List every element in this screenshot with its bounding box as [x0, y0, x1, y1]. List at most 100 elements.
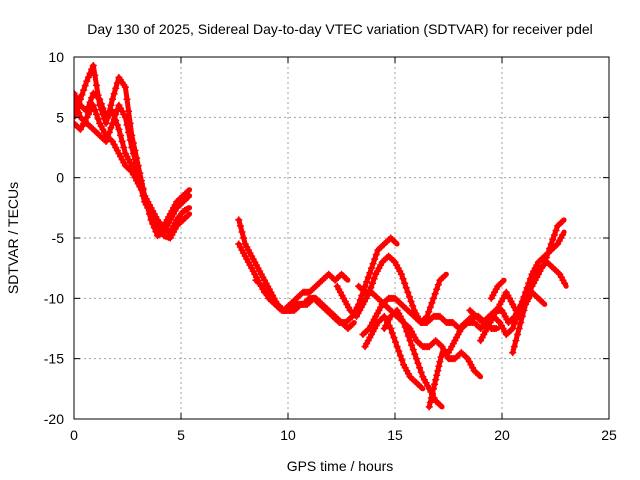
data-point — [431, 290, 439, 298]
data-point — [184, 211, 192, 219]
data-point — [542, 254, 550, 262]
data-point — [416, 364, 424, 372]
data-point — [434, 367, 442, 375]
data-point — [369, 279, 377, 287]
x-tick-label: 0 — [70, 427, 78, 443]
data-point — [369, 260, 377, 268]
data-point — [436, 401, 444, 409]
data-point — [126, 136, 134, 144]
data-point — [86, 69, 94, 77]
data-point — [120, 144, 128, 151]
data-point — [402, 284, 410, 292]
series-track-13 — [425, 350, 445, 411]
data-point — [401, 323, 409, 331]
data-point — [97, 100, 105, 108]
data-point — [396, 352, 404, 360]
data-point — [436, 358, 444, 366]
data-point — [433, 371, 441, 379]
data-point — [520, 306, 528, 314]
y-tick-label: 10 — [48, 49, 64, 65]
data-point — [417, 383, 425, 391]
data-point — [117, 131, 125, 139]
data-point — [412, 355, 420, 363]
data-point — [112, 116, 120, 124]
data-point — [109, 107, 117, 115]
data-point — [403, 328, 411, 336]
series-track-8 — [333, 252, 449, 326]
series-track-17 — [509, 288, 548, 357]
data-point — [431, 380, 439, 388]
y-axis-label: SDTVAR / TECUs — [5, 182, 21, 294]
data-point — [499, 278, 507, 286]
data-point — [401, 279, 409, 287]
data-point — [430, 385, 438, 393]
data-point — [123, 121, 131, 129]
data-point — [510, 343, 518, 351]
data-point — [88, 65, 96, 73]
data-point — [94, 115, 102, 123]
data-point — [364, 273, 372, 281]
data-point — [395, 347, 403, 355]
data-point — [405, 293, 413, 301]
series-track-15 — [466, 258, 569, 326]
data-point — [475, 371, 483, 379]
x-tick-label: 25 — [601, 427, 617, 443]
data-point — [238, 228, 246, 236]
data-point — [372, 251, 380, 259]
data-point — [91, 106, 99, 114]
data-point — [435, 362, 443, 370]
data-point — [92, 81, 100, 89]
data-point — [107, 101, 115, 109]
data-point — [428, 389, 436, 397]
data-point — [184, 193, 192, 201]
data-point — [509, 325, 517, 332]
data-point — [89, 61, 97, 69]
data-point — [509, 349, 517, 357]
data-point — [92, 110, 100, 118]
data-point — [427, 394, 435, 402]
data-point — [118, 137, 126, 145]
data-point — [89, 101, 97, 109]
x-tick-label: 20 — [494, 427, 510, 443]
y-tick-label: -5 — [52, 230, 65, 246]
data-point — [492, 325, 500, 332]
data-point — [236, 222, 244, 230]
data-point — [414, 359, 422, 367]
data-point — [128, 144, 136, 151]
data-point — [113, 106, 121, 114]
data-point — [441, 272, 449, 280]
data-point — [558, 231, 566, 239]
y-tick-label: -10 — [44, 290, 64, 306]
x-tick-label: 15 — [387, 427, 403, 443]
data-point — [432, 376, 440, 384]
series-track-2 — [74, 95, 193, 240]
data-point — [430, 294, 438, 302]
data-point — [109, 95, 117, 103]
data-point — [240, 234, 248, 242]
data-point — [125, 128, 133, 136]
data-point — [434, 281, 442, 289]
data-point — [547, 240, 555, 248]
data-point — [515, 325, 523, 332]
grid — [74, 57, 609, 419]
data-point — [425, 403, 433, 411]
data-point — [392, 239, 400, 247]
data-series — [74, 61, 569, 411]
data-point — [342, 275, 350, 283]
data-point — [518, 312, 526, 320]
data-point — [426, 398, 434, 406]
data-point — [406, 337, 414, 345]
data-point — [81, 82, 89, 90]
x-axis-label: GPS time / hours — [287, 458, 394, 474]
data-point — [390, 334, 398, 342]
y-tick-label: -20 — [44, 411, 64, 427]
data-point — [428, 299, 436, 307]
data-point — [544, 249, 552, 257]
data-point — [112, 84, 120, 92]
series-track-5 — [235, 216, 351, 314]
data-point — [539, 299, 547, 307]
data-point — [510, 320, 518, 328]
data-point — [80, 86, 88, 94]
data-point — [123, 95, 131, 103]
data-point — [433, 285, 441, 293]
